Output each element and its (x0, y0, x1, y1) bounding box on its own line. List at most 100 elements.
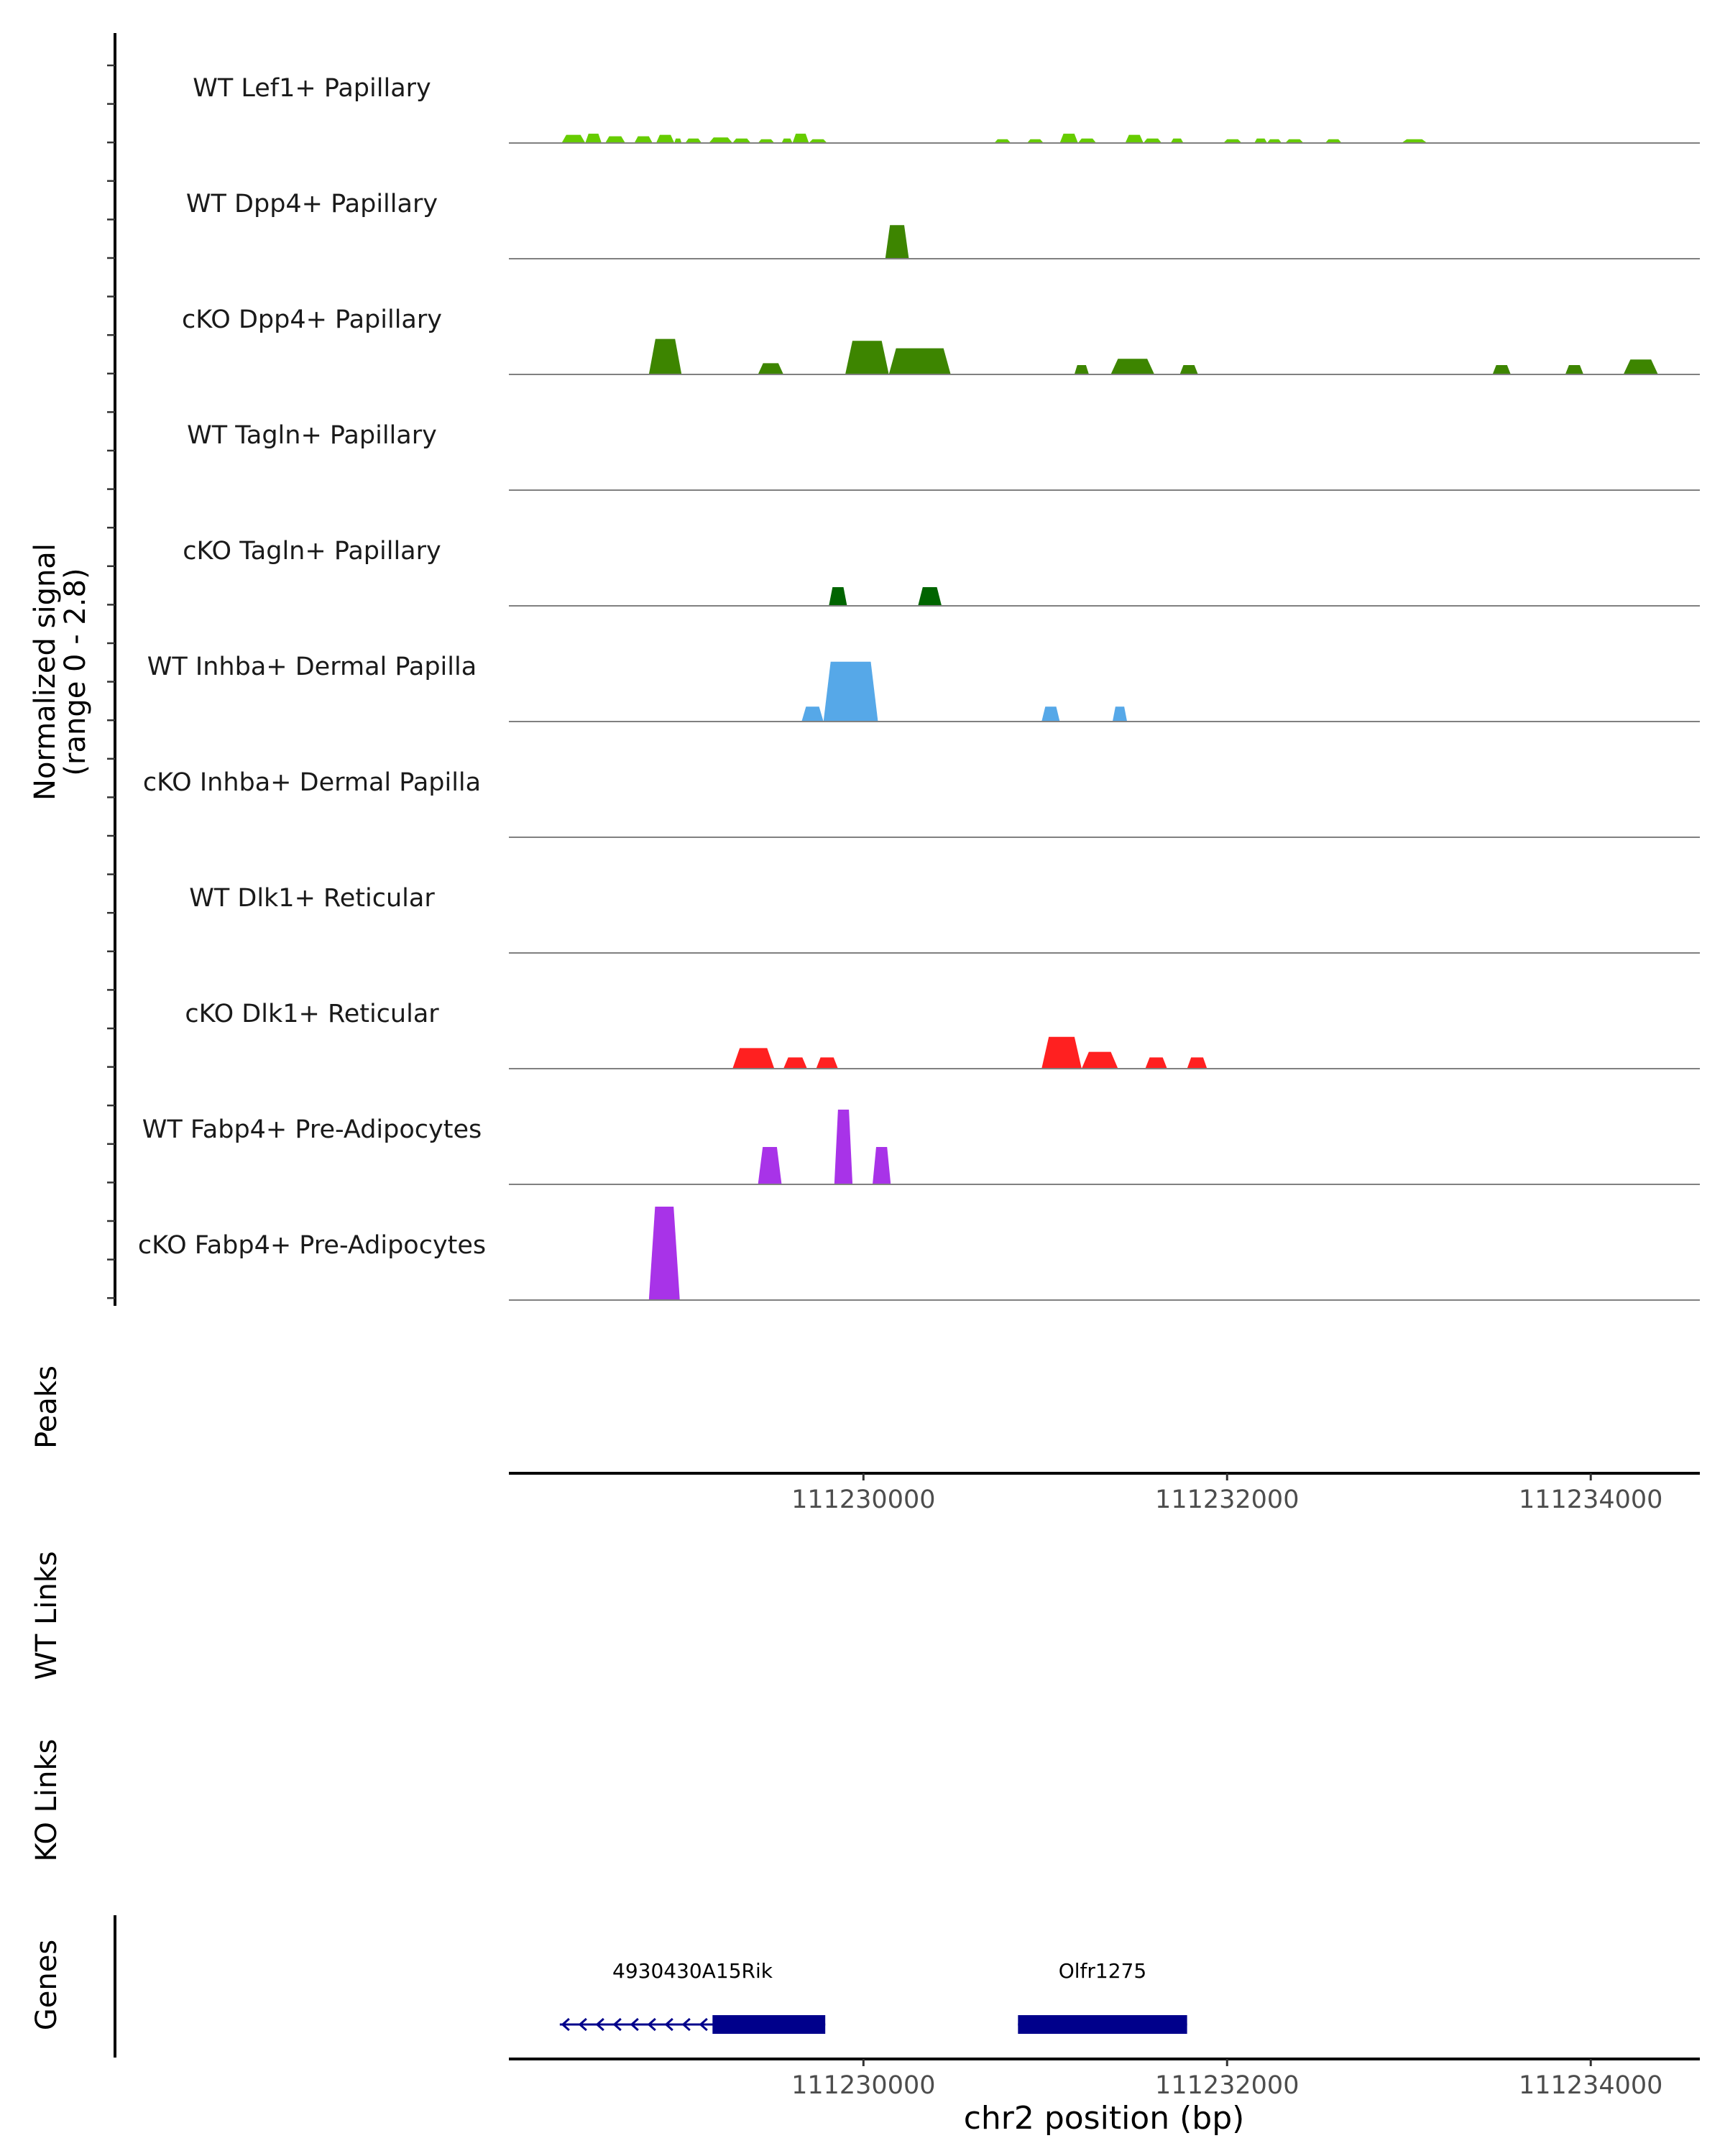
peaks-x-tick-label: 111230000 (791, 1485, 935, 1514)
coverage-peak (1081, 1051, 1118, 1069)
coverage-peak (1027, 139, 1044, 143)
coverage-peak (1179, 365, 1198, 374)
coverage-peak (1623, 359, 1658, 374)
coverage-peak (845, 341, 889, 374)
track-wt-fabp4-pre-adipocytes: WT Fabp4+ Pre-Adipocytes (142, 1110, 1700, 1185)
coverage-peak (1187, 1057, 1208, 1069)
coverage-peak (1266, 139, 1282, 143)
coverage-peak (732, 1048, 775, 1069)
genes-panel-label: Genes (30, 1940, 63, 2030)
coverage-peak (783, 1057, 807, 1069)
gene-exon (712, 2015, 826, 2034)
track-cko-tagln-papillary: cKO Tagln+ Papillary (183, 537, 1700, 607)
track-wt-tagln-papillary: WT Tagln+ Papillary (187, 421, 1700, 491)
coverage-peak (994, 139, 1011, 143)
coverage-peak (1170, 138, 1184, 143)
coverage-peak (561, 134, 586, 143)
coverage-peak (1254, 138, 1267, 143)
strand-arrow (630, 2017, 639, 2032)
coverage-peak (1492, 365, 1511, 374)
coverage-peak (685, 138, 702, 143)
track-label: WT Dpp4+ Papillary (186, 190, 438, 218)
track-label: WT Fabp4+ Pre-Adipocytes (142, 1115, 482, 1144)
strand-arrow (595, 2017, 604, 2032)
strand-arrow (612, 2017, 622, 2032)
track-wt-dlk1-reticular: WT Dlk1+ Reticular (189, 884, 1700, 954)
coverage-peak (605, 136, 625, 143)
track-cko-inhba-dermal-papilla: cKO Inhba+ Dermal Papilla (143, 768, 1700, 838)
track-label: cKO Inhba+ Dermal Papilla (143, 768, 481, 797)
coverage-peak (1125, 134, 1144, 143)
coverage-peak (801, 706, 824, 722)
genes-x-tick-label: 111234000 (1519, 2071, 1662, 2100)
genes-x-tick-label: 111232000 (1155, 2071, 1299, 2100)
coverage-peak (656, 134, 675, 143)
coverage-peak (1074, 365, 1089, 374)
genes-x-axis: 111230000 111232000 111234000 (791, 2059, 1662, 2100)
track-label: cKO Dlk1+ Reticular (185, 1000, 439, 1028)
gene-label: 4930430A15Rik (612, 1959, 773, 1983)
coverage-peak (809, 139, 827, 143)
genes-x-tick-label: 111230000 (791, 2071, 935, 2100)
coverage-peak (648, 1207, 680, 1300)
coverage-tracks: WT Lef1+ Papillary WT Dpp4+ Papillary cKO … (138, 74, 1700, 1301)
coverage-peak (1285, 139, 1304, 143)
ko-links-panel-label: KO Links (30, 1739, 63, 1862)
x-axis-label: chr2 position (bp) (964, 2100, 1245, 2137)
coverage-peak (758, 1147, 782, 1184)
coverage-peak (1077, 138, 1097, 143)
track-cko-dlk1-reticular: cKO Dlk1+ Reticular (185, 1000, 1700, 1069)
track-label: WT Inhba+ Dermal Papilla (147, 653, 477, 681)
coverage-peak (1223, 139, 1242, 143)
track-label: cKO Dpp4+ Papillary (182, 305, 442, 334)
coverage-peak (758, 139, 775, 143)
coverage-peak (1565, 365, 1584, 374)
track-cko-fabp4-pre-adipocytes: cKO Fabp4+ Pre-Adipocytes (138, 1207, 1700, 1301)
coverage-peak (1112, 706, 1128, 722)
track-label: WT Dlk1+ Reticular (189, 884, 435, 913)
track-cko-dpp4-papillary: cKO Dpp4+ Papillary (182, 305, 1700, 375)
coverage-peak (885, 225, 909, 259)
coverage-peak (1041, 1036, 1082, 1069)
coverage-peak (816, 1057, 838, 1069)
track-wt-lef1-papillary: WT Lef1+ Papillary (193, 74, 1700, 144)
coverage-peak (1059, 134, 1078, 143)
coverage-peak (648, 338, 682, 374)
coverage-peak (834, 1110, 853, 1184)
peaks-x-tick-label: 111232000 (1155, 1485, 1299, 1514)
strand-arrow (561, 2017, 570, 2032)
coverage-peak (918, 587, 942, 606)
coverage-peak (1402, 139, 1427, 143)
coverage-peak (758, 363, 783, 374)
track-wt-inhba-dermal-papilla: WT Inhba+ Dermal Papilla (147, 653, 1700, 722)
coverage-peak (1041, 706, 1060, 722)
signal-axis (107, 33, 116, 1306)
gene-exon (1018, 2015, 1187, 2034)
gene-olfr1275: Olfr1275 (1018, 1959, 1187, 2034)
coverage-peak (1145, 1057, 1167, 1069)
coverage-peak (792, 134, 809, 143)
strand-arrow (578, 2017, 587, 2032)
coverage-peak (873, 1147, 891, 1184)
wt-links-panel-label: WT Links (30, 1551, 63, 1680)
gene-track: 4930430A15Rik Olfr1275 (559, 1959, 1187, 2034)
coverage-peak (829, 587, 847, 606)
track-label: cKO Tagln+ Papillary (183, 537, 441, 566)
coverage-peak (823, 661, 878, 722)
peaks-panel-label: Peaks (30, 1365, 63, 1449)
coverage-peak (888, 348, 951, 374)
coverage-peak (585, 134, 602, 143)
strand-arrow (699, 2017, 708, 2032)
track-label: WT Tagln+ Papillary (187, 421, 437, 450)
strand-arrow (681, 2017, 691, 2032)
coverage-peak (1110, 359, 1155, 374)
peaks-x-tick-label: 111234000 (1519, 1485, 1662, 1514)
coverage-peak (781, 138, 793, 143)
strand-arrow (664, 2017, 673, 2032)
coverage-peak (709, 137, 733, 143)
signal-ylabel-line2: (range 0 - 2.8) (59, 568, 92, 775)
gene-4930430a15rik: 4930430A15Rik (559, 1959, 826, 2034)
track-label: cKO Fabp4+ Pre-Adipocytes (138, 1231, 486, 1260)
track-label: WT Lef1+ Papillary (193, 74, 431, 103)
peaks-x-axis: 111230000 111232000 111234000 (791, 1473, 1662, 1514)
